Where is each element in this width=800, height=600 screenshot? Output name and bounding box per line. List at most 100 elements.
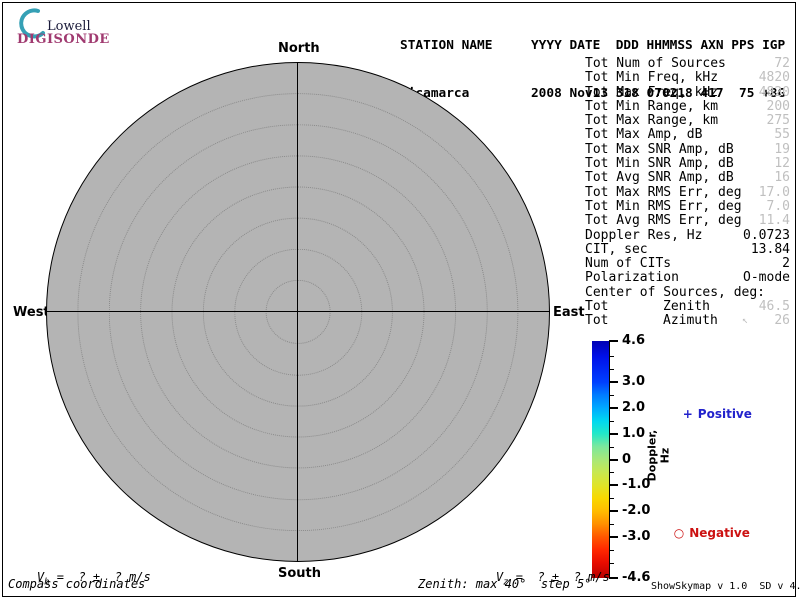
stats-row: Tot Azimuth ↖ 26 [585,313,790,329]
stats-label: Tot [585,313,609,329]
stats-row: Tot Min RMS Err, deg 7.0 [585,198,790,214]
stats-value: 200 [766,98,790,114]
colorbar-title: Doppler, Hz [645,429,672,482]
stats-value: 55 [774,127,790,143]
stats-value: 72 [774,56,790,71]
logo-text-digisonde: DIGISONDE [17,32,110,47]
stats-label: Tot [585,299,609,315]
compass-label-north: North [278,41,320,56]
legend-negative-label: Negative [689,526,750,540]
colorbar-tick [609,406,618,409]
colorbar-tick-label: -1.0 [622,477,651,493]
stats-value: 13.84 [750,241,790,257]
stats-row: CIT, sec 13.84 [585,241,790,257]
plus-marker-icon: + [682,407,693,421]
stats-label: Num of CITs [585,256,672,272]
colorbar-tick [609,340,618,342]
colorbar-tick [609,523,614,525]
colorbar-tick [609,510,618,513]
vz-subscript: z [503,577,509,588]
legend-positive-label: Positive [697,407,752,421]
vh-symbol: V [36,570,45,584]
zenith-ring [77,93,519,531]
circle-marker-icon: ○ [673,526,685,540]
colorbar-tick [609,432,618,435]
stats-row: Center of Sources, deg: [585,284,790,300]
stats-row: Tot Avg RMS Err, deg 11.4 [585,213,790,229]
stats-value: 275 [766,113,790,129]
stats-row: Tot Num of Sources 72 [585,56,790,71]
stats-panel: Tot Num of Sources 72 Tot Min Freq, kHz 482… [585,56,790,329]
colorbar-gradient [592,341,609,578]
stats-label: Tot Max Range, km [585,113,719,129]
stats-value: 16 [774,170,790,186]
stats-label: Tot Avg RMS Err, deg [585,213,742,229]
stats-label: Tot Min SNR Amp, dB [585,156,734,172]
stats-value: 0.0723 [743,227,790,243]
colorbar-tick [609,356,614,358]
north-south-axis [297,62,298,562]
stats-label: Tot Avg SNR Amp, dB [585,170,734,186]
stats-value: 4820 [758,70,790,86]
stats-value: 7.0 [766,198,790,214]
stats-value: 11.4 [758,213,790,229]
colorbar-tick [609,577,618,579]
colorbar-tick-label: -3.0 [622,528,651,544]
colorbar-tick [609,498,614,500]
stats-label: Tot Max Freq, kHz [585,84,719,100]
compass-label-west: West [13,305,50,320]
colorbar-tick [609,484,618,487]
compass-label-east: East [553,305,585,320]
colorbar-tick [609,458,618,461]
stats-sublabel: Zenith [663,299,710,315]
vz-value: = ? ± ? m/s [508,570,610,584]
vertical-velocity-readout: Vz = ? ± ? m/s [467,556,610,600]
station-header: STATION NAME YYYY DATE DDD HHMMSS AXN PP… [400,6,785,134]
colorbar-tick [609,562,614,564]
colorbar-tick-label: 0 [622,451,632,467]
colorbar-tick [609,549,614,551]
stats-value: O-mode [743,270,790,286]
stats-label: Tot Min Freq, kHz [585,70,719,86]
stats-value: 12 [774,156,790,172]
stats-row: Tot Zenith 46.5 [585,299,790,315]
stats-row: Tot Max Range, km 275 [585,113,790,129]
stats-label: Tot Max RMS Err, deg [585,184,742,200]
stats-row: Tot Max SNR Amp, dB 19 [585,141,790,157]
stats-label: Tot Min Range, km [585,98,719,114]
colorbar-tick-label: -2.0 [622,503,651,519]
legend-positive: + Positive [666,396,752,432]
stats-label: Polarization [585,270,679,286]
stats-row: Tot Min Range, km 200 [585,98,790,114]
colorbar-tick [609,395,614,397]
colorbar-tick-label: 4.6 [622,333,646,348]
west-east-axis [46,311,550,312]
zenith-grid-note: Zenith: max 40° step 5° [418,577,592,591]
logo-text-lowell: Lowell [47,19,91,34]
stats-row: Tot Max Amp, dB 55 [585,127,790,143]
vh-subscript: h [44,577,50,588]
colorbar-tick [609,446,614,448]
colorbar-tick [609,381,618,384]
stats-label: Tot Max SNR Amp, dB [585,141,734,157]
colorbar-tick-label: 1.0 [622,425,646,441]
stats-row: Tot Min SNR Amp, dB 12 [585,156,790,172]
horizontal-velocity-readout: Vh = ? ± ? m/s [8,556,151,600]
coordinates-note: Compass coordinates [8,577,146,591]
logo-crescent-icon [19,8,45,39]
colorbar-tick [609,420,614,422]
version-label: ShowSkymap v 1.0 SD v 4.2 [651,581,800,592]
stats-row: Tot Min Freq, kHz 4820 [585,70,790,86]
stats-label: Tot Min RMS Err, deg [585,198,742,214]
colorbar-tick-label: -4.6 [622,570,651,585]
stats-label: Tot Num of Sources [585,56,726,71]
stats-label: Center of Sources, deg: [585,284,766,300]
colorbar-tick [609,369,614,371]
colorbar-tick-label: 2.0 [622,399,646,415]
stats-value: 26 [774,313,790,329]
stats-row: Num of CITs 2 [585,256,790,272]
stats-value: 2 [782,256,790,272]
legend-negative: ○ Negative [657,515,750,551]
